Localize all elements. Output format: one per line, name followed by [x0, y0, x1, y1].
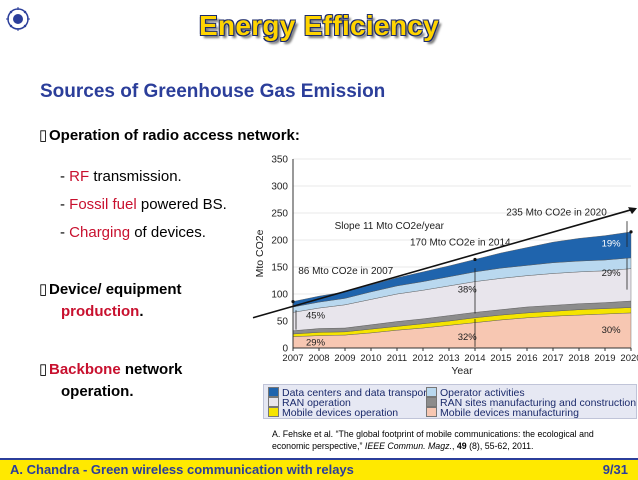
- slide-title: Energy Efficiency: [198, 10, 440, 41]
- legend-item-operator-activities: Operator activities: [426, 387, 525, 399]
- sub-item-fossil-fuel: - Fossil fuel powered BS.: [60, 196, 227, 213]
- legend-swatch: [426, 407, 437, 417]
- x-tick-label: 2010: [360, 353, 381, 364]
- page-number: 9/31: [602, 462, 628, 477]
- y-tick-label: 250: [271, 209, 288, 220]
- emissions-chart-svg: 0 50 100 150 200 250 300 350 2007 2008 2009 2010 201…: [252, 155, 638, 377]
- bullet-device-production-line2: production.: [61, 303, 144, 320]
- x-tick-label: 2007: [282, 353, 303, 364]
- bullet-icon: ▯: [39, 361, 48, 378]
- y-tick-label: 200: [271, 236, 288, 247]
- y-tick-label: 50: [277, 317, 289, 328]
- y-tick-label: 300: [271, 182, 288, 193]
- y-tick-label: 150: [271, 263, 288, 274]
- emissions-chart: 0 50 100 150 200 250 300 350 2007 2008 2009 2010 201…: [243, 150, 638, 387]
- pct-data-centers: 19%: [602, 238, 622, 249]
- x-tick-label: 2016: [516, 353, 537, 364]
- bullet-backbone: ▯ Backbone network: [39, 361, 183, 378]
- chart-legend: Data centers and data transport RAN oper…: [263, 384, 637, 419]
- footer-author: A. Chandra - Green wireless communicatio…: [10, 462, 354, 477]
- legend-item-ran-operation: RAN operation: [268, 397, 351, 409]
- area-series-data-centers-and-data-transport: [292, 231, 632, 308]
- y-axis-label: Mto CO2e: [254, 229, 266, 277]
- footer-bar: [0, 458, 638, 480]
- y-tick-label: 100: [271, 290, 288, 301]
- x-tick-label: 2008: [308, 353, 329, 364]
- slope-annotation: Slope 11 Mto CO2e/year: [335, 221, 445, 232]
- legend-item-mobile-operation: Mobile devices operation: [268, 407, 398, 419]
- bullet-icon: ▯: [39, 127, 48, 144]
- slide-subtitle: Sources of Greenhouse Gas Emission: [40, 81, 386, 102]
- x-tick-label: 2013: [438, 353, 459, 364]
- x-tick-label: 2017: [542, 353, 563, 364]
- marker-2020: [629, 230, 633, 234]
- x-tick-label: 2020: [620, 353, 638, 364]
- marker-2007: [291, 299, 295, 304]
- bullet-ran-operation: ▯ Operation of radio access network:: [39, 127, 300, 144]
- y-tick-label: 350: [271, 155, 288, 166]
- pct-devices-2014: 32%: [458, 332, 478, 343]
- pct-ran-2007: 45%: [306, 310, 326, 321]
- trend-arrow-head: [628, 207, 637, 215]
- y-tick-label: 0: [282, 344, 288, 355]
- legend-swatch: [268, 407, 279, 417]
- legend-swatch: [268, 387, 279, 397]
- bullet-icon: ▯: [39, 281, 48, 298]
- bullet-backbone-line2: operation.: [61, 383, 134, 400]
- x-tick-label: 2011: [387, 353, 407, 364]
- annotation-2014: 170 Mto CO2e in 2014: [410, 237, 511, 248]
- bullet-device-production: ▯ Device/ equipment: [39, 281, 182, 298]
- citation: A. Fehske et al. “The global footprint o…: [272, 429, 594, 451]
- university-logo: [6, 6, 30, 34]
- x-tick-label: 2014: [464, 353, 485, 364]
- annotation-2020: 235 Mto CO2e in 2020: [506, 208, 607, 219]
- sub-item-rf: - RF transmission.: [60, 168, 182, 185]
- legend-swatch: [426, 387, 437, 397]
- legend-swatch: [268, 397, 279, 407]
- legend-item-ran-manufacturing: RAN sites manufacturing and construction: [426, 397, 636, 409]
- x-tick-label: 2019: [594, 353, 615, 364]
- annotation-2007: 86 Mto CO2e in 2007: [298, 266, 393, 277]
- legend-swatch: [426, 397, 437, 407]
- pct-devices-2007: 29%: [306, 337, 326, 348]
- pct-ran-2020: 29%: [602, 268, 622, 279]
- x-tick-label: 2015: [490, 353, 511, 364]
- trend-line: [252, 207, 636, 319]
- x-tick-label: 2009: [334, 353, 355, 364]
- x-tick-label: 2018: [568, 353, 589, 364]
- pct-devices-2020: 30%: [602, 325, 622, 336]
- legend-item-mobile-manufacturing: Mobile devices manufacturing: [426, 407, 579, 419]
- x-tick-label: 2012: [412, 353, 433, 364]
- pct-ran-2014: 38%: [458, 284, 478, 295]
- marker-2014: [473, 257, 477, 262]
- sub-item-charging: - Charging of devices.: [60, 224, 206, 241]
- x-axis-label: Year: [451, 365, 473, 377]
- legend-item-data-centers: Data centers and data transport: [268, 387, 430, 399]
